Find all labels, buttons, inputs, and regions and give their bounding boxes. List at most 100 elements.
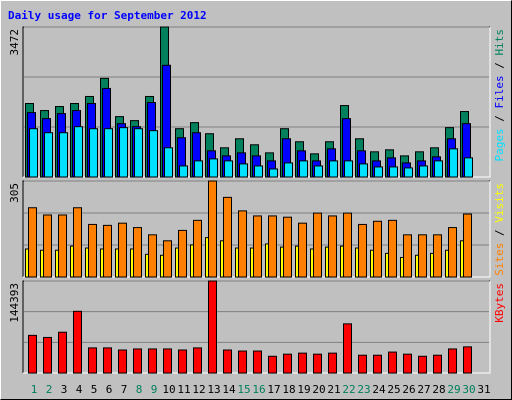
- bar: [313, 353, 322, 374]
- x-tick-label: 19: [297, 383, 310, 396]
- bar: [238, 350, 247, 374]
- x-tick-label: 9: [151, 383, 158, 396]
- bar: [268, 355, 277, 374]
- bar: [208, 280, 217, 374]
- bar: [463, 346, 472, 374]
- bar: [193, 347, 202, 374]
- y-tick-label: 3472: [8, 29, 21, 56]
- bar: [313, 212, 322, 278]
- bar: [283, 353, 292, 374]
- x-tick-label: 21: [327, 383, 340, 396]
- bar: [314, 165, 323, 178]
- bar: [433, 354, 442, 374]
- x-tick-label: 8: [136, 383, 143, 396]
- bar: [148, 348, 157, 374]
- bar: [118, 222, 127, 278]
- bar: [28, 334, 37, 374]
- bar: [299, 160, 308, 178]
- bar: [103, 347, 112, 374]
- bar: [328, 215, 337, 278]
- legend-entry: Files: [493, 75, 506, 108]
- x-tick-label: 20: [312, 383, 325, 396]
- bar: [149, 130, 158, 178]
- bar: [29, 128, 38, 178]
- bar: [194, 160, 203, 178]
- bar: [298, 352, 307, 374]
- bar: [88, 347, 97, 374]
- bar: [134, 128, 143, 178]
- bar: [43, 336, 52, 374]
- x-tick-label: 17: [267, 383, 280, 396]
- bar: [89, 128, 98, 178]
- bar: [269, 168, 278, 178]
- bar: [148, 234, 157, 278]
- bar: [464, 157, 473, 178]
- y-tick-label: 305: [8, 183, 21, 203]
- x-tick-label: 14: [222, 383, 236, 396]
- bar: [463, 213, 472, 278]
- bar: [254, 165, 263, 178]
- legend-separator: /: [493, 109, 506, 129]
- bar: [329, 160, 338, 178]
- legend-separator: /: [493, 223, 506, 243]
- bar: [208, 180, 217, 278]
- bar: [373, 354, 382, 374]
- bar: [133, 348, 142, 374]
- bar: [178, 349, 187, 374]
- x-tick-label: 1: [31, 383, 38, 396]
- x-tick-label: 25: [387, 383, 400, 396]
- chart-title: Daily usage for September 2012: [8, 9, 207, 22]
- bar: [418, 355, 427, 374]
- bar: [133, 227, 142, 278]
- x-tick-label: 31: [477, 383, 490, 396]
- bar: [209, 158, 218, 178]
- bar: [419, 165, 428, 178]
- bar: [284, 162, 293, 178]
- bar: [433, 234, 442, 278]
- bar: [239, 163, 248, 178]
- legend-entry: Pages: [493, 128, 506, 161]
- bar: [103, 224, 112, 278]
- bar: [328, 352, 337, 374]
- bar: [389, 166, 398, 178]
- x-tick-label: 24: [372, 383, 386, 396]
- x-tick-label: 10: [162, 383, 175, 396]
- bar: [88, 223, 97, 278]
- legend-separator: /: [493, 56, 506, 76]
- x-tick-label: 13: [207, 383, 220, 396]
- bar: [434, 160, 443, 178]
- bar: [404, 167, 413, 178]
- bar: [163, 348, 172, 374]
- x-tick-label: 2: [46, 383, 53, 396]
- bar: [358, 354, 367, 374]
- bar: [179, 165, 188, 178]
- bar: [283, 216, 292, 278]
- bar: [164, 147, 173, 178]
- bar: [193, 219, 202, 278]
- bar: [449, 148, 458, 178]
- x-tick-label: 3: [61, 383, 68, 396]
- legend: Pages / Files / Hits: [493, 29, 506, 162]
- legend-entry: Sites: [493, 243, 506, 276]
- bar: [223, 196, 232, 278]
- bar: [74, 126, 83, 178]
- bar: [28, 207, 37, 278]
- legend-entry: Visits: [493, 183, 506, 223]
- bar: [388, 351, 397, 374]
- bar: [238, 210, 247, 278]
- x-tick-label: 29: [447, 383, 460, 396]
- bar: [359, 163, 368, 178]
- x-tick-label: 22: [342, 383, 355, 396]
- bar: [224, 160, 233, 178]
- x-tick-label: 27: [417, 383, 430, 396]
- x-tick-label: 4: [76, 383, 83, 396]
- bar: [59, 132, 68, 178]
- bar: [418, 234, 427, 278]
- x-tick-label: 30: [462, 383, 475, 396]
- x-tick-label: 28: [432, 383, 445, 396]
- bar: [43, 214, 52, 278]
- bar: [119, 127, 128, 178]
- bar: [448, 227, 457, 278]
- legend: KBytes: [493, 283, 506, 323]
